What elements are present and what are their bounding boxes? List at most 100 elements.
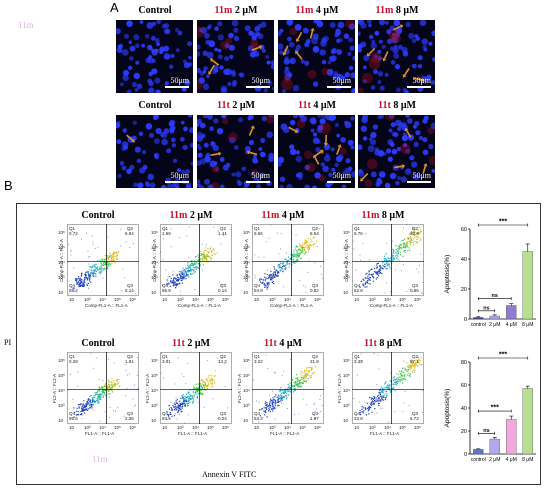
event-dot: [112, 255, 114, 257]
q4-value: 88.2: [69, 288, 78, 293]
event-dot: [97, 400, 99, 402]
event-dot: [305, 367, 308, 369]
event-dot: [81, 409, 84, 411]
event-dot: [174, 406, 176, 408]
nucleus: [286, 20, 294, 26]
event-dot: [98, 269, 100, 271]
event-dot: [371, 398, 373, 400]
event-dot: [109, 255, 111, 257]
nucleus: [199, 71, 205, 76]
event-dot: [104, 393, 106, 395]
event-dot: [270, 274, 272, 276]
nucleus: [421, 38, 428, 45]
event-dot: [89, 402, 91, 404]
y-tick-label: 80: [461, 360, 467, 366]
category-label: 4 μM: [506, 457, 517, 463]
event-dot: [95, 400, 97, 402]
nucleus: [377, 49, 382, 54]
event-dot: [287, 388, 289, 390]
nucleus: [202, 83, 210, 90]
event-dot: [359, 254, 361, 256]
event-dot: [302, 376, 304, 378]
event-dot: [175, 287, 176, 289]
q2-value: 31.9: [310, 359, 319, 364]
event-dot: [384, 393, 386, 395]
nucleus: [331, 167, 336, 172]
event-dot: [256, 400, 257, 402]
event-dot: [419, 232, 421, 234]
event-dot: [100, 265, 102, 267]
event-dot: [377, 273, 379, 276]
q1-label: Q1: [254, 354, 261, 359]
event-dot: [200, 258, 202, 260]
event-dot: [286, 394, 288, 396]
q4-value: 83.5: [162, 416, 171, 421]
nucleus: [394, 64, 401, 70]
condition-text: 8 μM: [379, 210, 405, 221]
nucleus: [358, 169, 363, 174]
event-dot: [272, 410, 274, 412]
event-dot: [181, 395, 183, 397]
event-dot: [89, 403, 92, 405]
event-dot: [368, 406, 370, 408]
event-dot: [91, 405, 93, 407]
q4-value: 84.9: [254, 288, 263, 293]
nucleus: [292, 85, 300, 92]
event-dot: [396, 254, 398, 256]
event-dot: [182, 405, 184, 407]
event-dot: [187, 396, 189, 398]
event-dot: [270, 399, 273, 402]
event-dot: [306, 373, 308, 375]
event-dot: [109, 263, 111, 266]
event-dot: [297, 377, 300, 379]
nucleus: [261, 48, 266, 53]
nucleus: [376, 178, 383, 185]
event-dot: [125, 241, 127, 243]
nucleus: [177, 168, 182, 173]
compound-name: 11t: [172, 338, 185, 349]
nucleus: [159, 50, 163, 55]
nucleus: [207, 115, 213, 120]
y-tick-label: 20: [461, 287, 467, 293]
event-dot: [181, 407, 183, 409]
nucleus: [379, 20, 386, 26]
apoptotic-cell: [251, 168, 259, 176]
flow-title: 11t 2 μM: [148, 338, 234, 349]
event-dot: [200, 386, 203, 388]
event-dot: [323, 236, 324, 238]
event-dot: [402, 382, 404, 384]
compound-name: 11t: [298, 100, 311, 111]
event-dot: [383, 395, 385, 397]
event-dot: [280, 394, 282, 396]
nucleus: [116, 28, 121, 35]
event-dot: [264, 403, 266, 405]
arrow-icon: [314, 156, 320, 165]
microscopy-label: 11t 2 μM: [197, 100, 275, 111]
event-dot: [188, 392, 190, 394]
event-dot: [113, 257, 115, 259]
nucleus: [405, 115, 410, 118]
event-dot: [386, 395, 388, 398]
nucleus: [199, 122, 206, 129]
event-dot: [272, 400, 274, 402]
event-dot: [90, 269, 92, 271]
plot-frame: [160, 224, 232, 296]
event-dot: [259, 279, 261, 281]
event-dot: [321, 273, 322, 275]
event-dot: [377, 403, 379, 405]
event-dot: [108, 358, 110, 360]
event-dot: [192, 397, 194, 400]
arrow-head-icon: [250, 125, 255, 130]
scale-label: 50μm: [251, 171, 270, 180]
event-dot: [171, 281, 173, 283]
event-dot: [211, 254, 213, 256]
event-dot: [102, 259, 104, 261]
event-dot: [211, 249, 213, 251]
nucleus: [197, 122, 200, 127]
microscopy-label: Control: [116, 5, 194, 16]
significance-label: ***: [499, 352, 507, 359]
event-dot: [379, 268, 381, 270]
nucleus: [383, 152, 387, 156]
event-dot: [398, 260, 400, 262]
event-dot: [177, 277, 180, 279]
